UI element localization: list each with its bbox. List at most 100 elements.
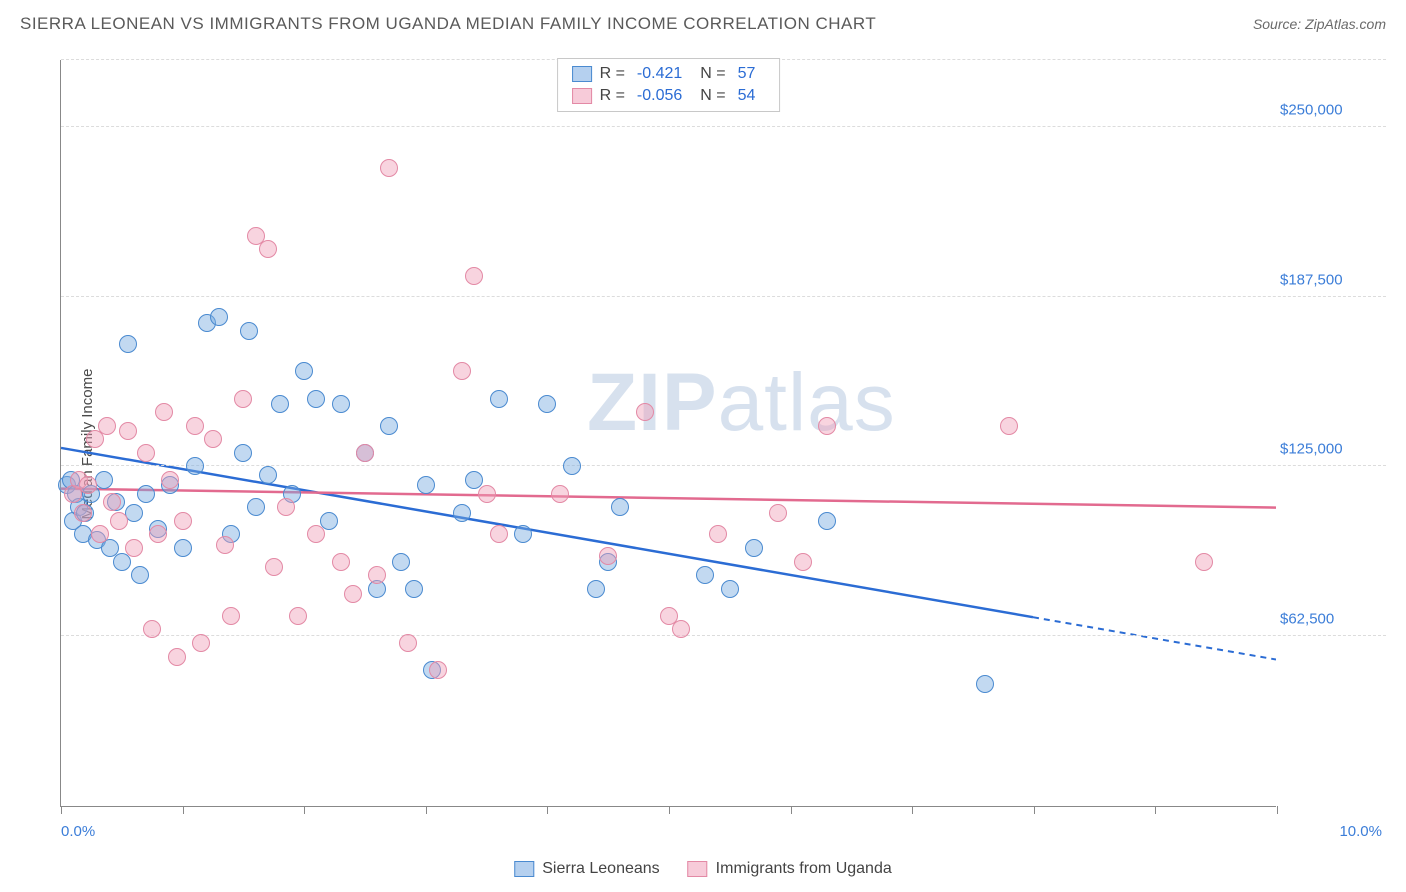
gridline (61, 635, 1386, 636)
data-point (356, 444, 374, 462)
data-point (137, 444, 155, 462)
y-tick-label: $125,000 (1280, 441, 1380, 458)
x-tick (1034, 806, 1035, 814)
data-point (344, 585, 362, 603)
data-point (216, 536, 234, 554)
x-tick-label: 10.0% (1339, 823, 1382, 840)
data-point (429, 661, 447, 679)
data-point (399, 634, 417, 652)
legend-series-name: Immigrants from Uganda (716, 860, 892, 878)
data-point (222, 607, 240, 625)
plot-region: R =-0.421N =57R =-0.056N =54 ZIPatlas $6… (60, 60, 1276, 807)
x-tick (912, 806, 913, 814)
y-tick-label: $187,500 (1280, 271, 1380, 288)
data-point (332, 553, 350, 571)
source-label: Source: ZipAtlas.com (1253, 16, 1386, 32)
data-point (563, 457, 581, 475)
data-point (277, 498, 295, 516)
legend-r-value: -0.056 (637, 87, 682, 105)
data-point (91, 525, 109, 543)
trend-lines (61, 60, 1276, 806)
data-point (210, 308, 228, 326)
data-point (125, 539, 143, 557)
data-point (976, 675, 994, 693)
data-point (103, 493, 121, 511)
data-point (417, 476, 435, 494)
data-point (259, 466, 277, 484)
data-point (174, 539, 192, 557)
data-point (332, 395, 350, 413)
data-point (307, 525, 325, 543)
legend-item: Immigrants from Uganda (688, 860, 892, 878)
x-tick (183, 806, 184, 814)
y-tick-label: $250,000 (1280, 101, 1380, 118)
gridline (61, 296, 1386, 297)
series-legend: Sierra Leoneans Immigrants from Uganda (514, 860, 891, 878)
legend-item: Sierra Leoneans (514, 860, 659, 878)
data-point (636, 403, 654, 421)
gridline (61, 465, 1386, 466)
x-tick-label: 0.0% (61, 823, 95, 840)
data-point (265, 558, 283, 576)
data-point (186, 417, 204, 435)
data-point (514, 525, 532, 543)
legend-row: R =-0.056N =54 (572, 85, 766, 107)
legend-series-name: Sierra Leoneans (542, 860, 659, 878)
data-point (271, 395, 289, 413)
data-point (551, 485, 569, 503)
data-point (599, 547, 617, 565)
legend-n-label: N = (700, 65, 725, 83)
legend-n-value: 54 (738, 87, 756, 105)
data-point (453, 362, 471, 380)
x-tick (547, 806, 548, 814)
data-point (247, 498, 265, 516)
data-point (161, 471, 179, 489)
data-point (368, 566, 386, 584)
data-point (611, 498, 629, 516)
data-point (538, 395, 556, 413)
data-point (149, 525, 167, 543)
data-point (769, 504, 787, 522)
chart-title: SIERRA LEONEAN VS IMMIGRANTS FROM UGANDA… (20, 14, 876, 34)
data-point (672, 620, 690, 638)
data-point (587, 580, 605, 598)
data-point (818, 417, 836, 435)
data-point (465, 267, 483, 285)
legend-r-value: -0.421 (637, 65, 682, 83)
data-point (696, 566, 714, 584)
gridline (61, 126, 1386, 127)
data-point (143, 620, 161, 638)
data-point (794, 553, 812, 571)
data-point (98, 417, 116, 435)
data-point (74, 504, 92, 522)
data-point (1000, 417, 1018, 435)
data-point (192, 634, 210, 652)
data-point (1195, 553, 1213, 571)
data-point (168, 648, 186, 666)
legend-swatch (572, 66, 592, 82)
legend-swatch (572, 88, 592, 104)
data-point (818, 512, 836, 530)
x-tick (1277, 806, 1278, 814)
data-point (490, 390, 508, 408)
data-point (478, 485, 496, 503)
data-point (204, 430, 222, 448)
legend-swatch (514, 861, 534, 877)
data-point (131, 566, 149, 584)
data-point (380, 159, 398, 177)
data-point (295, 362, 313, 380)
data-point (95, 471, 113, 489)
data-point (709, 525, 727, 543)
legend-row: R = -0.421 N = 57 (572, 63, 766, 85)
data-point (137, 485, 155, 503)
data-point (119, 335, 137, 353)
data-point (240, 322, 258, 340)
x-tick (791, 806, 792, 814)
data-point (79, 476, 97, 494)
data-point (307, 390, 325, 408)
data-point (234, 444, 252, 462)
legend-n-value: 57 (738, 65, 756, 83)
legend-r-label: R = (600, 65, 625, 83)
data-point (721, 580, 739, 598)
data-point (392, 553, 410, 571)
